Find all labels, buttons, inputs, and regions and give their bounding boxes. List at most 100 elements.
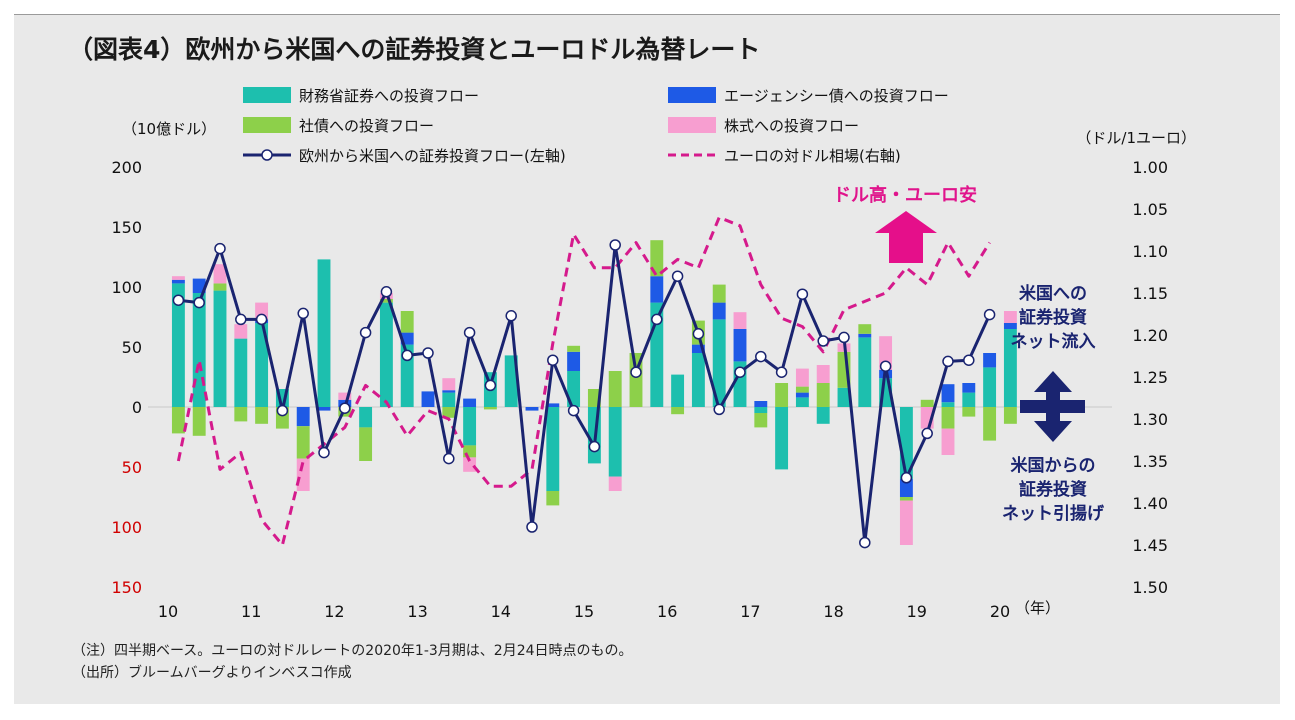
bar-1-q4 xyxy=(255,323,269,407)
bar-1-q3 xyxy=(234,338,248,407)
right-axis: （ドル/1ユーロ） 1.00 1.05 1.10 1.15 1.20 1.25 1.30 1.3… xyxy=(1076,129,1196,597)
flow-point-q39 xyxy=(983,308,996,321)
left-tick-label: 50 xyxy=(122,458,142,477)
right-tick-label: 1.45 xyxy=(1132,536,1168,555)
flow-point-q33 xyxy=(859,536,871,549)
flow-point-q12 xyxy=(422,347,434,359)
x-tick-label: 20 xyxy=(990,602,1010,621)
bar-4-q30 xyxy=(795,368,809,387)
bar-3-q21 xyxy=(608,371,622,407)
legend-swatch-4 xyxy=(668,117,716,133)
bar-4-q21 xyxy=(608,476,622,491)
bar-2-q1 xyxy=(192,278,206,293)
flow-point-q7 xyxy=(318,446,330,459)
bar-4-q40 xyxy=(1003,311,1017,323)
bar-4-q37 xyxy=(941,428,955,455)
flow-point-q4 xyxy=(255,313,268,326)
bar-1-q19 xyxy=(567,371,581,407)
right-tick-label: 1.40 xyxy=(1132,494,1168,513)
right-tick-label: 1.10 xyxy=(1132,242,1168,261)
bar-1-q38 xyxy=(962,392,976,407)
bar-1-q10 xyxy=(379,302,393,407)
bar-1-q26 xyxy=(712,319,726,407)
bar-2-q40 xyxy=(1003,323,1017,329)
legend-label-2: エージェンシー債への投資フロー xyxy=(724,87,949,105)
bar-3-q35 xyxy=(899,497,913,501)
left-tick-label: 100 xyxy=(111,278,142,297)
bar-3-q4 xyxy=(255,407,269,424)
bar-4-q2 xyxy=(213,264,227,284)
flow-point-q13 xyxy=(443,452,455,465)
bar-1-q33 xyxy=(858,337,872,407)
x-tick-label: 13 xyxy=(407,602,427,621)
bar-1-q21 xyxy=(608,407,622,477)
bar-3-q11 xyxy=(400,311,414,333)
bar-1-q31 xyxy=(816,407,830,424)
total-flow-line xyxy=(178,243,991,545)
flow-point-q10 xyxy=(380,286,393,298)
flow-point-q16 xyxy=(505,310,517,322)
inflow-label: ネット流入 xyxy=(1011,331,1096,352)
x-tick-label: 14 xyxy=(491,602,511,621)
x-tick-label: 19 xyxy=(907,602,927,621)
flow-point-q36 xyxy=(921,427,933,440)
left-tick-label: 200 xyxy=(111,158,142,177)
left-tick-label: 100 xyxy=(111,518,142,537)
figure-title: （図表4）欧州から米国への証券投資とユーロドル為替レート xyxy=(68,35,761,64)
right-tick-label: 1.00 xyxy=(1132,158,1168,177)
bar-2-q26 xyxy=(712,302,726,320)
bar-4-q31 xyxy=(816,365,830,383)
flow-point-q35 xyxy=(900,472,913,484)
flow-point-q32 xyxy=(838,331,850,344)
flow-point-q31 xyxy=(817,335,829,347)
bar-3-q3 xyxy=(234,407,248,422)
bar-1-q40 xyxy=(1003,329,1017,407)
bar-1-q14 xyxy=(463,407,477,446)
right-tick-label: 1.20 xyxy=(1132,326,1168,345)
bar-2-q39 xyxy=(983,353,997,368)
x-tick-label: 16 xyxy=(657,602,677,621)
flow-point-q11 xyxy=(401,349,413,362)
bar-2-q37 xyxy=(941,384,955,403)
bar-2-q12 xyxy=(421,391,435,407)
bar-1-q39 xyxy=(983,367,997,407)
legend-swatch-3 xyxy=(243,117,291,133)
flow-point-q20 xyxy=(588,440,601,453)
bar-1-q30 xyxy=(795,397,809,407)
flow-point-q34 xyxy=(879,360,892,372)
source-note: （出所）ブルームバーグよりインベスコ作成 xyxy=(72,665,352,681)
bar-3-q29 xyxy=(775,383,789,407)
bar-2-q28 xyxy=(754,401,768,407)
dollar-up-arrow xyxy=(875,211,937,263)
right-tick-label: 1.50 xyxy=(1132,578,1168,597)
x-tick-label: 15 xyxy=(574,602,594,621)
outflow-label: 米国からの xyxy=(1011,455,1096,476)
inflow-label: 米国への xyxy=(1019,283,1087,304)
bar-4-q34 xyxy=(879,336,893,370)
bar-1-q16 xyxy=(504,355,518,407)
bar-1-q37 xyxy=(941,402,955,407)
flow-point-q21 xyxy=(609,239,621,251)
flow-point-q3 xyxy=(235,313,247,326)
bar-3-q39 xyxy=(983,407,997,441)
right-tick-label: 1.25 xyxy=(1132,368,1168,387)
flow-point-q25 xyxy=(692,328,705,340)
left-axis-label: （10億ドル） xyxy=(122,120,216,138)
inflow-label: 証券投資 xyxy=(1019,307,1087,328)
bar-3-q36 xyxy=(920,399,934,407)
bar-3-q40 xyxy=(1003,407,1017,424)
bar-2-q0 xyxy=(171,279,185,284)
left-tick-label: 150 xyxy=(111,578,142,597)
flow-point-q27 xyxy=(734,366,746,378)
bar-2-q27 xyxy=(733,329,747,362)
flow-point-q9 xyxy=(359,326,372,339)
right-axis-label: （ドル/1ユーロ） xyxy=(1076,129,1196,147)
bar-1-q24 xyxy=(671,374,685,407)
bar-2-q18 xyxy=(546,403,560,407)
bar-2-q35 xyxy=(899,479,913,497)
flow-point-q19 xyxy=(567,404,580,417)
flow-point-q37 xyxy=(942,355,954,368)
bar-3-q28 xyxy=(754,413,768,428)
